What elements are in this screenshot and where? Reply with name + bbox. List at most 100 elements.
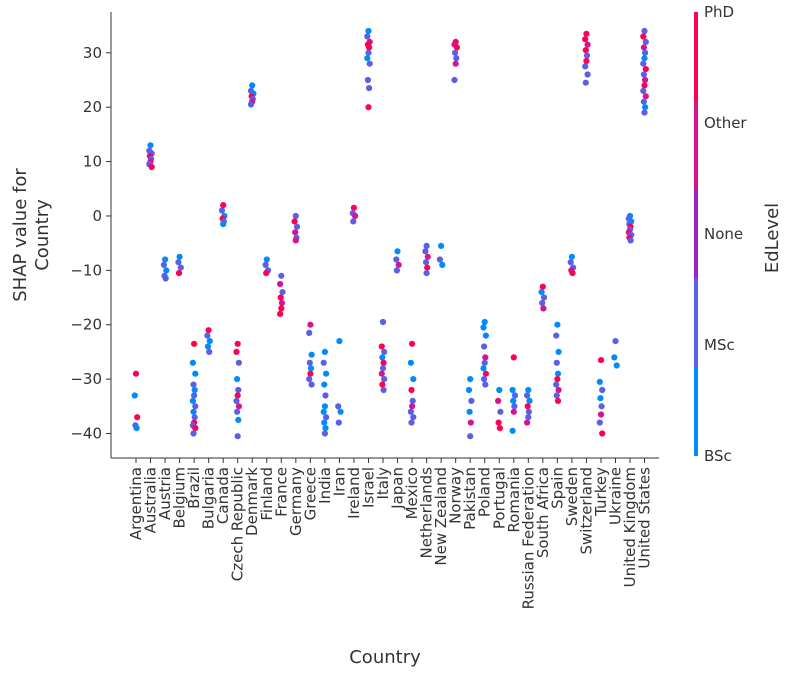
scatter-point: [555, 348, 562, 355]
scatter-point: [364, 76, 371, 84]
scatter-point: [407, 408, 414, 415]
scatter-point: [279, 289, 286, 296]
scatter-point: [553, 359, 560, 366]
scatter-point: [524, 392, 531, 399]
scatter-point: [277, 294, 284, 301]
scatter-point: [365, 104, 372, 111]
scatter-point: [468, 397, 475, 404]
scatter-point: [422, 248, 429, 255]
y-tick-label: −40: [70, 425, 102, 443]
scatter-point: [366, 60, 373, 67]
scatter-point: [308, 351, 315, 358]
scatter-point: [380, 386, 387, 394]
y-axis-ticks: 30 20 10 0 −10 −20 −30 −40: [70, 44, 111, 443]
x-tick-label-india: India: [316, 467, 334, 504]
scatter-point: [263, 256, 270, 263]
scatter-point: [132, 370, 140, 377]
scatter-point: [321, 419, 328, 426]
scatter-point: [525, 408, 533, 415]
scatter-point: [307, 370, 314, 377]
scatter-point: [292, 229, 299, 236]
scatter-point: [467, 433, 474, 440]
scatter-point: [481, 376, 488, 383]
scatter-point: [582, 63, 589, 70]
scatter-point: [220, 221, 227, 228]
scatter-point: [410, 376, 417, 383]
scatter-point: [480, 324, 487, 331]
scatter-point: [642, 93, 649, 100]
colorbar-label-none: None: [704, 225, 743, 243]
scatter-point: [131, 392, 138, 399]
scatter-point: [540, 294, 548, 301]
scatter-point: [407, 359, 414, 366]
scatter-point: [582, 47, 589, 54]
scatter-point: [495, 397, 502, 404]
scatter-point: [381, 348, 388, 355]
scatter-point: [234, 376, 241, 383]
scatter-point: [321, 348, 328, 355]
scatter-point: [292, 212, 299, 220]
scatter-point: [482, 332, 489, 339]
scatter-point: [599, 430, 606, 437]
y-tick-label: 0: [92, 207, 102, 225]
scatter-point: [190, 381, 197, 388]
scatter-point: [467, 419, 474, 426]
scatter-point: [337, 408, 344, 415]
scatter-point: [291, 218, 298, 225]
scatter-point: [379, 354, 386, 361]
x-tick-label-france: France: [272, 467, 290, 517]
scatter-point: [613, 362, 620, 369]
scatter-point: [321, 430, 328, 437]
scatter-point: [480, 365, 487, 372]
scatter-point: [321, 381, 328, 388]
scatter-point: [409, 340, 416, 347]
scatter-points: [131, 27, 649, 440]
colorbar-title: EdLevel: [762, 203, 783, 273]
scatter-point: [582, 79, 589, 86]
x-tick-label-italy: Italy: [374, 467, 392, 500]
scatter-point: [191, 386, 198, 394]
scatter-point: [482, 381, 489, 388]
scatter-point: [306, 359, 313, 366]
x-tick-label-ireland: Ireland: [345, 467, 363, 519]
x-tick-label-israel: Israel: [359, 467, 377, 508]
scatter-point: [365, 49, 372, 56]
scatter-point: [191, 340, 198, 347]
x-tick-label-greece: Greece: [301, 467, 319, 520]
scatter-point: [336, 338, 343, 345]
scatter-point: [642, 38, 649, 46]
scatter-point: [539, 283, 546, 290]
scatter-point: [175, 259, 182, 266]
x-tick-label-united-kingdom: United Kingdom: [621, 467, 639, 587]
x-tick-label-poland: Poland: [476, 467, 494, 517]
scatter-point: [452, 60, 459, 67]
scatter-point: [509, 427, 516, 434]
scatter-point: [482, 370, 489, 377]
scatter-point: [642, 66, 649, 73]
x-tick-label-denmark: Denmark: [243, 467, 261, 536]
scatter-point: [453, 55, 460, 62]
scatter-point: [481, 359, 488, 366]
colorbar-label-msc: MSc: [704, 336, 735, 354]
x-axis-ticks: ArgentinaAustraliaAustriaBelgiumBrazilBu…: [127, 458, 654, 609]
scatter-point: [526, 397, 533, 404]
scatter-point: [263, 270, 270, 277]
scatter-point: [278, 272, 285, 279]
scatter-point: [583, 52, 591, 59]
x-tick-label-iran: Iran: [330, 467, 348, 496]
scatter-point: [539, 299, 546, 307]
y-tick-label: −30: [70, 370, 102, 388]
scatter-point: [598, 403, 605, 410]
scatter-point: [554, 370, 562, 377]
x-tick-label-germany: Germany: [287, 467, 305, 536]
scatter-point: [307, 321, 314, 328]
scatter-point: [612, 338, 619, 345]
scatter-point: [234, 340, 241, 347]
scatter-point: [293, 223, 301, 230]
scatter-point: [192, 425, 199, 432]
y-tick-label: 10: [83, 153, 102, 171]
scatter-point: [134, 414, 141, 421]
scatter-point: [247, 101, 255, 108]
x-tick-label-pakistan: Pakistan: [461, 467, 479, 530]
